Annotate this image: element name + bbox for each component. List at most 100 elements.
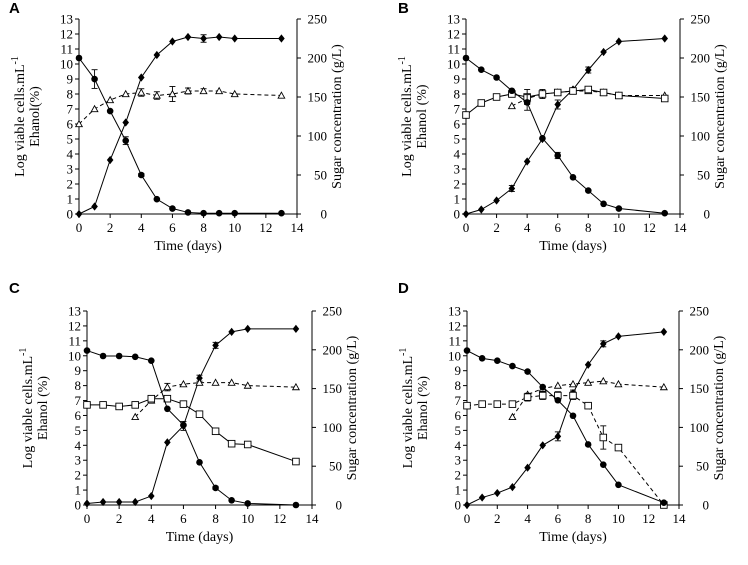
data-point-diamond [164, 438, 171, 447]
series-line [134, 382, 296, 418]
y-left-tick-label: 9 [75, 363, 82, 378]
data-point-diamond [99, 497, 107, 507]
data-point-circle [493, 357, 501, 364]
y-right-tick-label: 200 [690, 342, 710, 357]
series-diamond [462, 34, 669, 219]
y-left-axis-title-superscript: -1 [10, 56, 21, 64]
y-left-tick-label: 6 [455, 408, 462, 423]
data-point-triangle [291, 382, 300, 391]
series-square [83, 394, 300, 466]
y-left-tick-label: 5 [455, 423, 462, 438]
y-left-axis-title-ethanol: Ehanol (%) [36, 376, 51, 440]
data-point-square [115, 402, 123, 411]
data-point-square [615, 91, 623, 100]
series-line [465, 57, 665, 214]
chart-panel-c: C0 2 4 6 8 10 12 140123456789101112130501001502… [9, 280, 360, 545]
y-left-tick-label: 12 [447, 27, 460, 42]
data-point-diamond [462, 209, 470, 219]
x-axis-title: Time (days) [166, 530, 234, 545]
series-circle [83, 347, 300, 509]
data-point-triangle [106, 95, 115, 104]
y-right-tick-label: 100 [691, 129, 711, 144]
data-point-square [569, 87, 577, 95]
data-point-circle [278, 209, 285, 217]
panel-letter: B [398, 0, 409, 17]
data-point-square [553, 88, 562, 97]
data-point-square [599, 88, 608, 97]
data-point-diamond [200, 34, 207, 43]
y-right-tick-label: 250 [691, 12, 711, 27]
data-point-square [493, 400, 502, 408]
y-left-tick-label: 3 [67, 162, 74, 177]
y-left-tick-label: 10 [448, 348, 461, 363]
data-point-circle [228, 497, 235, 504]
y-left-axis-title: Log viable cells.mL-1 [10, 56, 28, 177]
x-tick-label: 10 [612, 511, 625, 526]
data-point-triangle [230, 89, 239, 98]
x-tick-label: 12 [642, 511, 655, 526]
data-point-square [478, 400, 486, 408]
series-line [86, 350, 296, 506]
data-point-diamond [184, 32, 192, 42]
data-point-triangle [553, 381, 562, 389]
y-left-axis-title-ethanol: Ehanol (%) [416, 376, 431, 440]
panel-letter: A [9, 0, 20, 17]
x-axis-title: Time (days) [539, 530, 607, 545]
y-left-tick-label: 8 [454, 87, 461, 102]
data-point-square [292, 457, 300, 466]
series-triangle [74, 86, 286, 128]
data-point-circle [131, 353, 139, 361]
data-point-circle [106, 107, 114, 115]
data-point-square [584, 85, 593, 94]
data-point-circle [196, 459, 203, 466]
data-point-triangle [277, 91, 286, 99]
x-tick-label: 0 [464, 511, 471, 526]
data-point-triangle [243, 381, 252, 389]
data-point-circle [122, 137, 130, 144]
data-point-diamond [493, 488, 501, 498]
data-point-circle [200, 209, 207, 217]
y-left-tick-label: 7 [454, 102, 461, 117]
x-tick-label: 14 [291, 220, 305, 235]
data-point-circle [91, 75, 98, 83]
data-point-diamond [509, 482, 516, 492]
y-left-tick-label: 6 [454, 117, 461, 132]
y-left-tick-label: 2 [454, 177, 461, 192]
data-point-diamond [600, 47, 607, 57]
data-point-diamond [524, 463, 531, 472]
data-point-diamond [292, 324, 300, 334]
y-right-tick-label: 50 [696, 459, 709, 474]
data-point-triangle [614, 379, 623, 388]
x-tick-label: 6 [169, 220, 176, 235]
data-point-triangle [131, 412, 140, 421]
data-point-triangle [183, 86, 193, 95]
y-left-tick-label: 13 [448, 304, 461, 319]
data-point-circle [292, 501, 300, 509]
data-point-square [195, 410, 204, 418]
data-point-diamond [169, 37, 176, 46]
data-point-circle [212, 484, 219, 492]
y-right-tick-label: 100 [690, 420, 710, 435]
data-point-triangle [211, 378, 220, 386]
data-point-diamond [660, 327, 668, 336]
data-point-diamond [584, 360, 592, 369]
x-tick-label: 14 [673, 511, 687, 526]
y-left-tick-label: 8 [455, 378, 462, 393]
y-left-tick-label: 0 [455, 498, 462, 513]
data-point-diamond [523, 157, 531, 166]
data-point-circle [462, 54, 470, 62]
data-point-triangle [90, 104, 99, 113]
y-right-tick-label: 200 [308, 51, 328, 66]
data-point-diamond [478, 493, 486, 502]
data-point-square [508, 400, 517, 408]
x-axis-title: Time (days) [154, 239, 222, 254]
data-point-triangle [74, 119, 84, 128]
data-point-diamond [91, 202, 98, 211]
y-left-tick-label: 2 [75, 468, 82, 483]
data-point-diamond [196, 374, 203, 383]
y-left-tick-label: 8 [75, 378, 82, 393]
data-point-square [492, 93, 501, 101]
data-point-circle [169, 205, 176, 212]
y-left-tick-label: 13 [447, 12, 460, 27]
x-tick-label: 8 [585, 511, 592, 526]
